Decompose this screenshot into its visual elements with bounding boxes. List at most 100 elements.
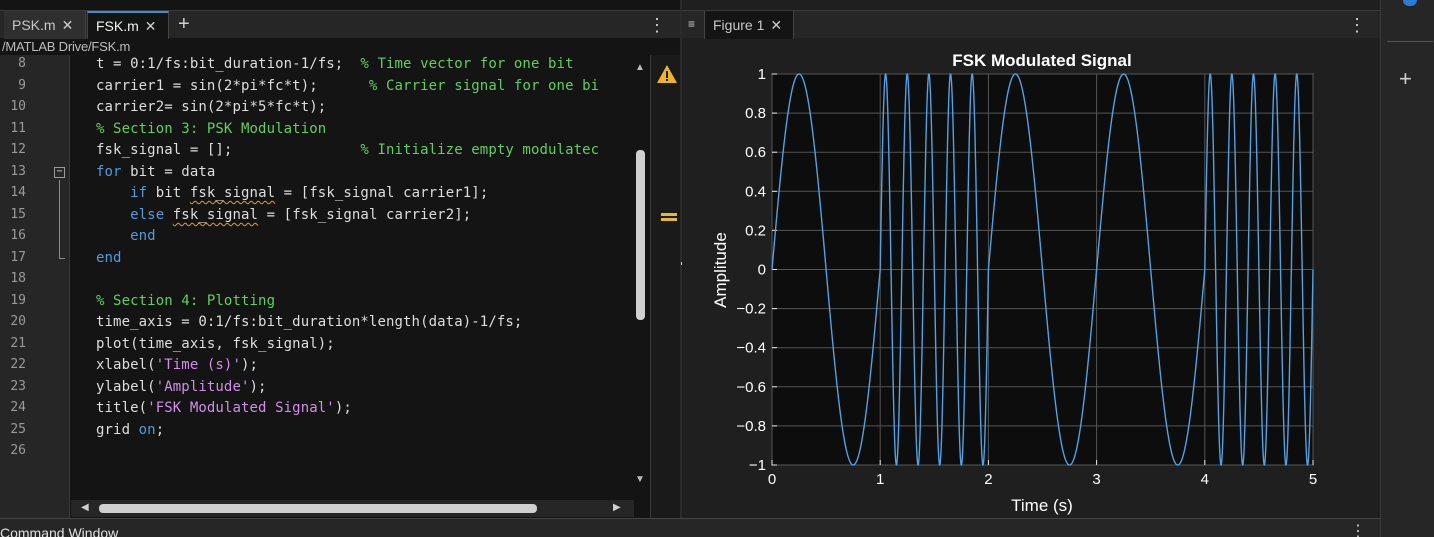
x-tick-label: 4: [1201, 471, 1209, 488]
line-number-gutter: 8 9 10 11 12 13 14 15 16 17 18 19 20 21 …: [0, 55, 70, 518]
code-line-15: else fsk_signal = [fsk_signal carrier2];: [130, 207, 472, 223]
command-window-header[interactable]: Command Window ⋮: [0, 518, 1380, 537]
line-number: 8: [18, 56, 26, 71]
line-number: 23: [10, 379, 26, 394]
line-number: 20: [10, 314, 26, 329]
editor-tab-bar: PSK.m ✕ FSK.m ✕ + ⋮: [0, 10, 680, 39]
y-tick-label: −1: [749, 457, 766, 474]
tab-figure-1[interactable]: Figure 1 ✕: [704, 11, 794, 39]
warning-squiggle: fsk_signal: [172, 207, 259, 223]
line-number: 14: [10, 185, 26, 200]
line-number: 26: [10, 443, 26, 458]
y-tick-label: 0: [758, 262, 766, 279]
y-tick-label: −0.6: [736, 379, 766, 396]
code-line-14: if bit fsk_signal = [fsk_signal carrier1…: [130, 185, 489, 201]
close-icon[interactable]: ✕: [144, 17, 157, 34]
y-axis-label: Amplitude: [711, 232, 730, 308]
code-fold-toggle[interactable]: −: [54, 167, 65, 178]
tab-fsk[interactable]: FSK.m ✕: [87, 11, 169, 39]
more-options-icon[interactable]: ⋮: [1350, 523, 1366, 537]
scroll-down-icon[interactable]: ▼: [635, 474, 645, 485]
more-options-icon[interactable]: ⋮: [648, 15, 666, 35]
line-number: 11: [10, 121, 26, 136]
code-line-11: % Section 3: PSK Modulation: [96, 121, 327, 137]
line-number: 18: [10, 271, 26, 286]
horizontal-scroll-thumb[interactable]: [99, 504, 537, 513]
line-number: 22: [10, 357, 26, 372]
code-line-19: % Section 4: Plotting: [96, 293, 276, 309]
close-icon[interactable]: ✕: [770, 16, 783, 33]
vertical-scroll-thumb[interactable]: [636, 150, 645, 320]
x-tick-label: 2: [984, 471, 992, 488]
code-line-23: ylabel('Amplitude');: [96, 379, 267, 395]
scroll-left-icon[interactable]: ◀: [81, 502, 89, 513]
figure-tab-bar: ≡ Figure 1 ✕ ⋮: [682, 10, 1380, 39]
add-tab-icon[interactable]: +: [178, 13, 190, 35]
code-editor[interactable]: t = 0:1/fs:bit_duration-1/fs; % Time vec…: [71, 55, 634, 500]
fold-guide: [59, 180, 60, 258]
code-line-16: end: [130, 228, 156, 244]
line-number: 9: [18, 78, 26, 93]
y-tick-label: −0.2: [736, 301, 766, 318]
figure-pane: ≡ Figure 1 ✕ ⋮ 0 1 2 3 4 5 1 0.8 0.6 0.4 0.2 0 −0.2 −…: [682, 0, 1380, 518]
y-tick-label: 0.4: [745, 183, 766, 200]
separator: [1387, 41, 1433, 42]
pane-divider[interactable]: [680, 0, 682, 518]
scroll-right-icon[interactable]: ▶: [613, 502, 621, 513]
code-line-12: fsk_signal = []; % Initialize empty modu…: [96, 142, 600, 158]
code-line-17: end: [96, 250, 122, 266]
add-icon[interactable]: +: [1399, 66, 1412, 91]
code-line-8: t = 0:1/fs:bit_duration-1/fs; % Time vec…: [96, 56, 574, 72]
right-toolstrip: +: [1380, 0, 1434, 537]
chart-title: FSK Modulated Signal: [952, 51, 1131, 70]
y-tick-label: 0.6: [745, 144, 766, 161]
x-tick-label: 0: [768, 471, 776, 488]
x-tick-label: 3: [1092, 471, 1100, 488]
editor-pane: PSK.m ✕ FSK.m ✕ + ⋮ /MATLAB Drive/FSK.m …: [0, 0, 680, 518]
warning-icon[interactable]: [656, 64, 678, 84]
warning-squiggle: fsk_signal: [189, 185, 276, 201]
close-icon[interactable]: ✕: [61, 16, 74, 33]
line-number: 16: [10, 228, 26, 243]
tab-label: FSK.m: [96, 18, 139, 34]
line-number: 24: [10, 400, 26, 415]
line-number: 12: [10, 142, 26, 157]
code-line-21: plot(time_axis, fsk_signal);: [96, 336, 335, 352]
horizontal-scrollbar[interactable]: ◀ ▶: [71, 500, 634, 517]
y-tick-label: −0.8: [736, 418, 766, 435]
line-number: 25: [10, 422, 26, 437]
code-line-24: title('FSK Modulated Signal');: [96, 400, 352, 416]
x-tick-label: 5: [1309, 471, 1317, 488]
scroll-up-icon[interactable]: ▲: [635, 62, 645, 73]
line-number: 19: [10, 293, 26, 308]
code-line-13: for bit = data: [96, 164, 216, 180]
warning-marker-icon[interactable]: [661, 213, 677, 222]
tab-psk[interactable]: PSK.m ✕: [4, 11, 86, 39]
figure-list-icon[interactable]: ≡: [688, 17, 696, 31]
vertical-scrollbar[interactable]: ▲ ▼: [634, 62, 648, 500]
y-tick-label: 1: [758, 66, 766, 83]
code-line-25: grid on;: [96, 422, 165, 438]
fold-guide-end: [59, 258, 65, 259]
tab-label: Figure 1: [713, 17, 765, 33]
y-tick-label: −0.4: [736, 340, 766, 357]
figure-canvas[interactable]: 0 1 2 3 4 5 1 0.8 0.6 0.4 0.2 0 −0.2 −0.4 −0.6 −0.8 −1 F…: [682, 38, 1380, 518]
fsk-signal-line: [771, 72, 1314, 467]
line-number: 15: [10, 207, 26, 222]
code-line-9: carrier1 = sin(2*pi*fc*t); % Carrier sig…: [96, 78, 600, 94]
line-number: 13: [10, 164, 26, 179]
line-number: 21: [10, 336, 26, 351]
command-window-title: Command Window: [0, 525, 119, 537]
code-line-10: carrier2= sin(2*pi*5*fc*t);: [96, 99, 327, 115]
line-number: 17: [10, 250, 26, 265]
more-options-icon[interactable]: ⋮: [1348, 15, 1366, 35]
line-number: 10: [10, 99, 26, 114]
tab-label: PSK.m: [12, 17, 56, 33]
axis-ticks: 0 1 2 3 4 5 1 0.8 0.6 0.4 0.2 0 −0.2 −0.4 −0.6 −0.8 −1: [736, 66, 1317, 488]
x-axis-label: Time (s): [1011, 496, 1073, 515]
y-tick-label: 0.2: [745, 222, 766, 239]
code-analyzer-bar: [650, 55, 680, 518]
file-path: /MATLAB Drive/FSK.m: [2, 39, 131, 54]
app-logo-icon: [1403, 0, 1417, 6]
code-line-22: xlabel('Time (s)');: [96, 357, 259, 373]
